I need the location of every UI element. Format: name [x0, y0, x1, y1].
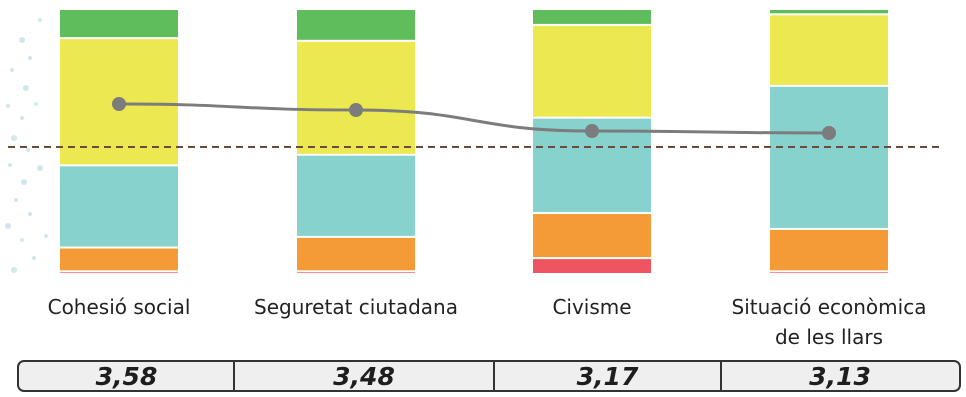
category-label-line: Situació econòmica	[731, 295, 927, 319]
bar-segment-4-3	[770, 86, 888, 228]
category-label-line: Seguretat ciutadana	[254, 295, 458, 319]
background-dot	[14, 198, 18, 202]
bar-segment-3-4	[533, 25, 651, 117]
category-label: Civisme	[472, 294, 712, 321]
mean-line	[118, 102, 830, 135]
background-dot	[19, 37, 25, 43]
bar-segment-2-3	[297, 155, 415, 236]
score-divider	[493, 362, 495, 390]
mean-point-2	[349, 103, 363, 117]
bar-segment-2-2	[297, 237, 415, 271]
chart-svg	[5, 10, 940, 273]
category-label: Seguretat ciutadana	[236, 294, 476, 321]
background-dot	[44, 234, 48, 238]
category-label: Cohesió social	[0, 294, 239, 321]
bar-segment-1-2	[60, 248, 178, 271]
background-dot	[11, 267, 17, 273]
category-label-line: Cohesió social	[47, 295, 191, 319]
bar-segment-4-2	[770, 229, 888, 271]
background-dot	[34, 102, 38, 106]
bar-segment-2-5	[297, 10, 415, 40]
background-dot	[10, 68, 14, 72]
background-dot	[26, 148, 30, 152]
bar-segment-1-1	[60, 272, 178, 273]
score-divider	[233, 362, 235, 390]
bar-segment-4-1	[770, 272, 888, 273]
bar-segment-3-2	[533, 214, 651, 258]
bar-segment-3-1	[533, 259, 651, 273]
background-dot	[32, 256, 36, 260]
category-label: Situació econòmica de les llars	[709, 294, 949, 351]
score-divider	[720, 362, 722, 390]
bar-segment-4-4	[770, 15, 888, 85]
score-value: 3,48	[333, 362, 395, 391]
bar-segment-1-5	[60, 10, 178, 38]
score-value: 3,58	[95, 362, 158, 391]
category-label-line: Civisme	[552, 295, 632, 319]
category-label-line: de les llars	[774, 325, 883, 349]
bar-segment-4-5	[770, 10, 888, 14]
background-dot	[5, 223, 11, 229]
score-bar: 3,58 3,48 3,17 3,13	[17, 360, 961, 392]
bar-segment-1-3	[60, 166, 178, 247]
background-dot	[8, 163, 12, 167]
score-value: 3,13	[809, 362, 871, 391]
background-dot	[6, 104, 10, 108]
mean-point-1	[112, 97, 126, 111]
background-dot	[28, 56, 32, 60]
bar-segment-2-4	[297, 41, 415, 154]
background-dot	[11, 135, 17, 141]
background-dot	[28, 212, 32, 216]
background-dot	[20, 116, 24, 120]
bar-segment-2-1	[297, 272, 415, 273]
background-dot	[20, 238, 24, 242]
mean-point-3	[585, 124, 599, 138]
score-value: 3,17	[576, 362, 639, 391]
background-dot	[38, 18, 42, 22]
mean-point-4	[822, 126, 836, 140]
background-dot	[23, 85, 29, 91]
background-dot	[37, 165, 43, 171]
background-dot	[21, 179, 27, 185]
bar-segment-3-5	[533, 10, 651, 24]
